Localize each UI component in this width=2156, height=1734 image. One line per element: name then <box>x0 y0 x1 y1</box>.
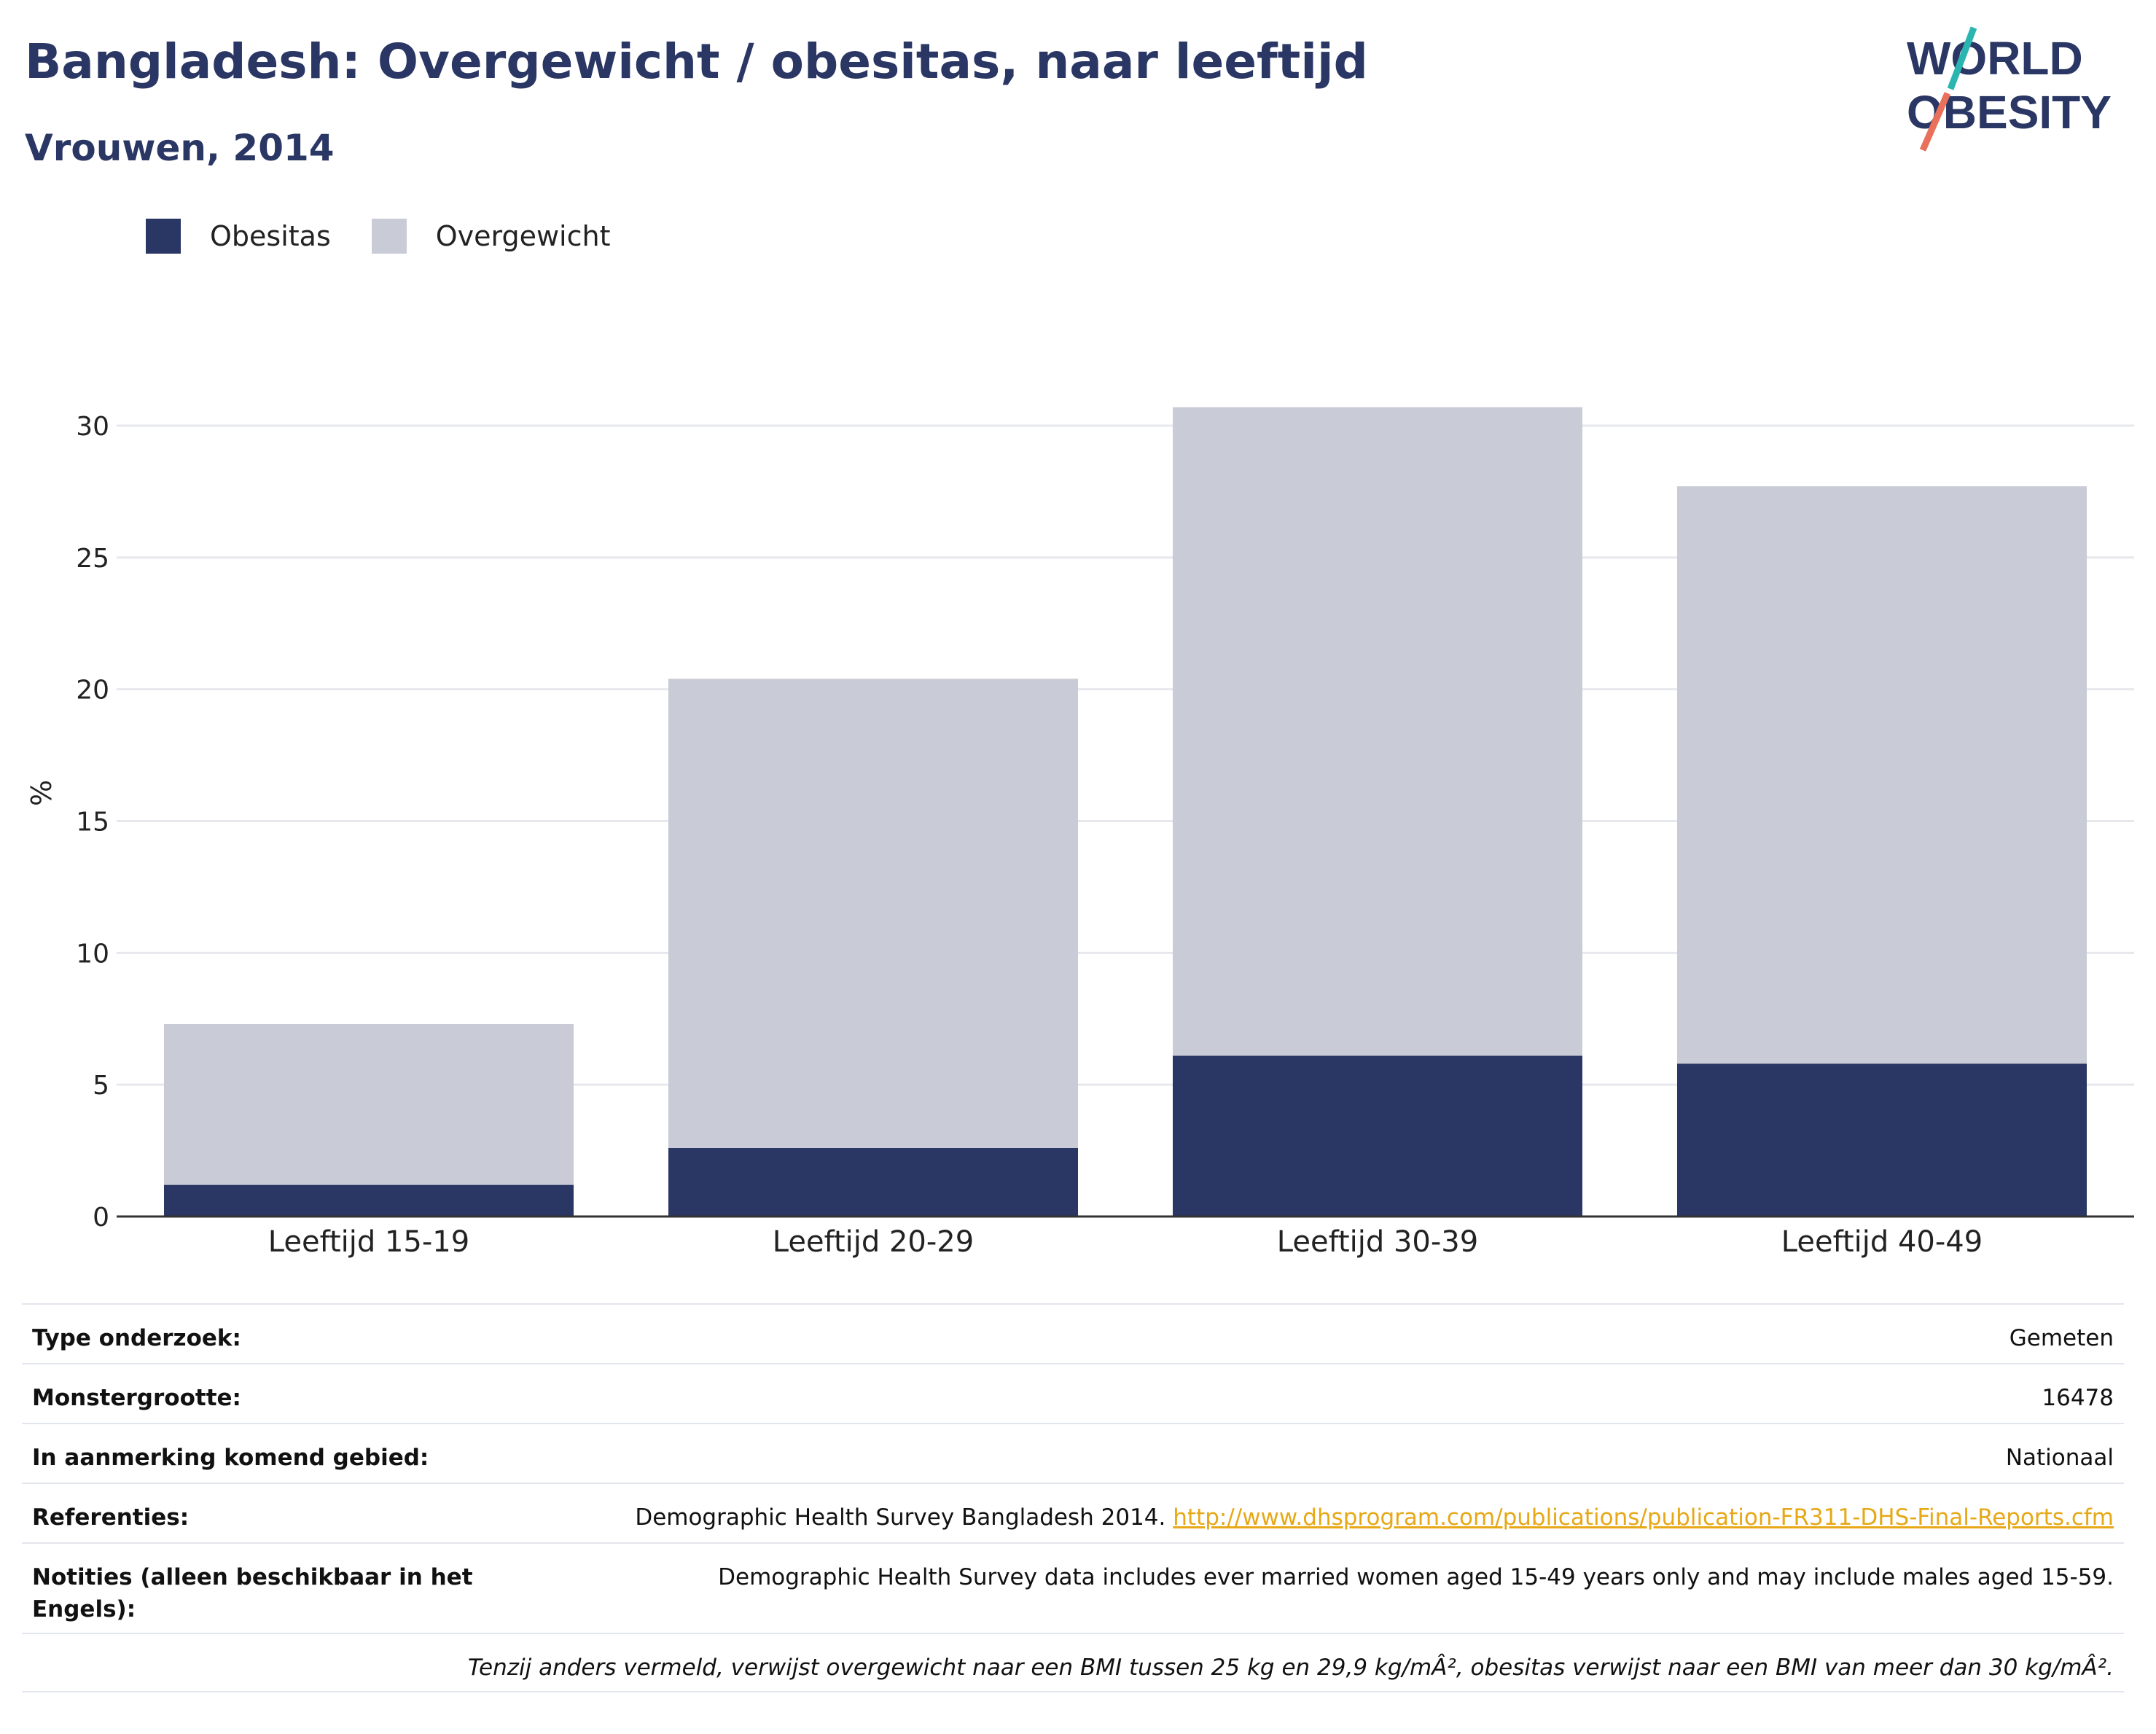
y-tick-label: 25 <box>76 544 109 574</box>
y-axis-label: % <box>26 780 58 806</box>
y-tick-label: 30 <box>76 412 109 442</box>
info-value: Demographic Health Survey data includes … <box>718 1564 2114 1590</box>
footnote: Tenzij anders vermeld, verwijst overgewi… <box>22 1633 2124 1692</box>
info-row-references: Referenties: Demographic Health Survey B… <box>22 1483 2124 1542</box>
logo-line-1: WORLD <box>1907 32 2083 85</box>
y-tick-label: 10 <box>76 939 109 969</box>
info-value: 16478 <box>2042 1385 2114 1411</box>
bar-obesitas-1[interactable] <box>164 1184 574 1216</box>
bar-overgewicht-3[interactable] <box>1173 407 1582 1056</box>
chart-legend: Obesitas Overgewicht <box>146 216 652 257</box>
bar-overgewicht-4[interactable] <box>1677 486 2087 1064</box>
reference-text: Demographic Health Survey Bangladesh 201… <box>635 1504 1166 1531</box>
bar-obesitas-4[interactable] <box>1677 1063 2087 1216</box>
info-row-area: In aanmerking komend gebied: Nationaal <box>22 1423 2124 1483</box>
legend-label: Obesitas <box>210 220 331 252</box>
bar-overgewicht-2[interactable] <box>668 679 1078 1148</box>
info-key: Type onderzoek: <box>32 1325 241 1351</box>
info-value: Demographic Health Survey Bangladesh 201… <box>635 1501 2114 1534</box>
info-value: Nationaal <box>2005 1445 2114 1471</box>
legend-swatch-obesitas <box>146 219 181 254</box>
survey-info-table: Type onderzoek: Gemeten Monstergrootte: … <box>22 1303 2124 1692</box>
bar-chart: 0 5 10 15 20 25 30 Leeftijd 15-19 Leeftijd 20-2… <box>26 407 2134 1259</box>
info-row-notes: Notities (alleen beschikbaar in het Enge… <box>22 1542 2124 1633</box>
y-tick-label: 20 <box>76 676 109 706</box>
x-tick-labels: Leeftijd 15-19 Leeftijd 20-29 Leeftijd 30-… <box>268 1225 1983 1259</box>
info-key: In aanmerking komend gebied: <box>32 1445 429 1471</box>
y-tick-labels: 0 5 10 15 20 25 30 <box>76 412 109 1233</box>
x-tick-label: Leeftijd 20-29 <box>773 1225 974 1259</box>
info-value: Gemeten <box>2009 1325 2114 1351</box>
y-tick-label: 0 <box>93 1203 109 1233</box>
bar-overgewicht-1[interactable] <box>164 1023 574 1185</box>
info-row-sample-size: Monstergrootte: 16478 <box>22 1363 2124 1423</box>
x-tick-label: Leeftijd 15-19 <box>268 1225 469 1259</box>
bar-obesitas-2[interactable] <box>668 1147 1078 1216</box>
y-tick-label: 15 <box>76 808 109 837</box>
x-tick-label: Leeftijd 40-49 <box>1781 1225 1983 1259</box>
page-title: Bangladesh: Overgewicht / obesitas, naar… <box>25 34 1368 90</box>
bars <box>164 407 2087 1216</box>
world-obesity-logo: WORLD OBESITY <box>1907 26 2112 152</box>
reference-link[interactable]: http://www.dhsprogram.com/publications/p… <box>1173 1504 2114 1531</box>
y-tick-label: 5 <box>93 1071 109 1101</box>
legend-swatch-overgewicht <box>371 219 407 254</box>
legend-label: Overgewicht <box>435 220 611 252</box>
bar-obesitas-3[interactable] <box>1173 1055 1582 1216</box>
x-tick-label: Leeftijd 30-39 <box>1277 1225 1478 1259</box>
info-key: Notities (alleen beschikbaar in het Enge… <box>32 1564 473 1622</box>
legend-item-obesitas[interactable]: Obesitas <box>146 219 331 254</box>
legend-item-overgewicht[interactable]: Overgewicht <box>371 219 611 254</box>
info-row-survey-type: Type onderzoek: Gemeten <box>22 1303 2124 1363</box>
info-key: Monstergrootte: <box>32 1385 241 1411</box>
page-subtitle: Vrouwen, 2014 <box>25 127 335 169</box>
info-key: Referenties: <box>32 1504 190 1531</box>
